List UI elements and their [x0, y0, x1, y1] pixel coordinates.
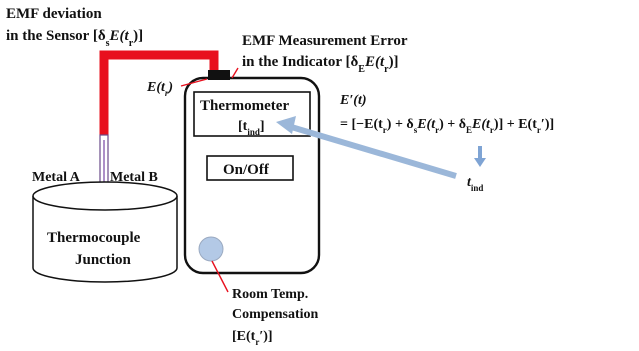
thermometer-title: Thermometer [200, 98, 289, 114]
e-prime-label: E′(t) [339, 93, 367, 108]
emf-dev-line2: in the Sensor [δsE(tr)] [6, 28, 143, 49]
sensor-wire [99, 50, 219, 135]
compensation-knob [198, 236, 224, 262]
metal-a-label: Metal A [32, 170, 81, 185]
room-temp-pointer [211, 260, 229, 293]
emf-dev-line1: EMF deviation [6, 6, 102, 22]
on-off-button[interactable] [206, 155, 294, 181]
equation: = [−E(tr) + δsE(tr) + δEE(tr)] + E(tr′)] [340, 117, 554, 135]
on-off-label: On/Off [223, 162, 270, 178]
e-tr-label: E(tr) [146, 80, 173, 98]
room-temp-line2: Compensation [232, 307, 319, 322]
thermocouple-label: Thermocouple [47, 230, 141, 246]
blue-arrow-head [276, 116, 296, 134]
t-ind-output: tind [467, 175, 483, 193]
etr-pointer [180, 78, 208, 87]
thermocouple-cylinder [32, 196, 178, 283]
meas-err-line1: EMF Measurement Error [242, 33, 408, 49]
thermocouple-top [32, 181, 178, 211]
metal-b-label: Metal B [110, 170, 158, 185]
display-reading: [tind] [238, 119, 265, 137]
meas-err-line2: in the Indicator [δEE(tr)] [242, 54, 399, 75]
meas-err-pointer [231, 67, 239, 79]
junction-label: Junction [75, 252, 132, 268]
blue-arrow-shaft [287, 123, 457, 179]
down-arrow-head [474, 158, 486, 167]
room-temp-line1: Room Temp. [232, 287, 308, 302]
room-temp-line3: [E(tr′)] [232, 329, 273, 347]
thermometer-connector [208, 70, 230, 80]
